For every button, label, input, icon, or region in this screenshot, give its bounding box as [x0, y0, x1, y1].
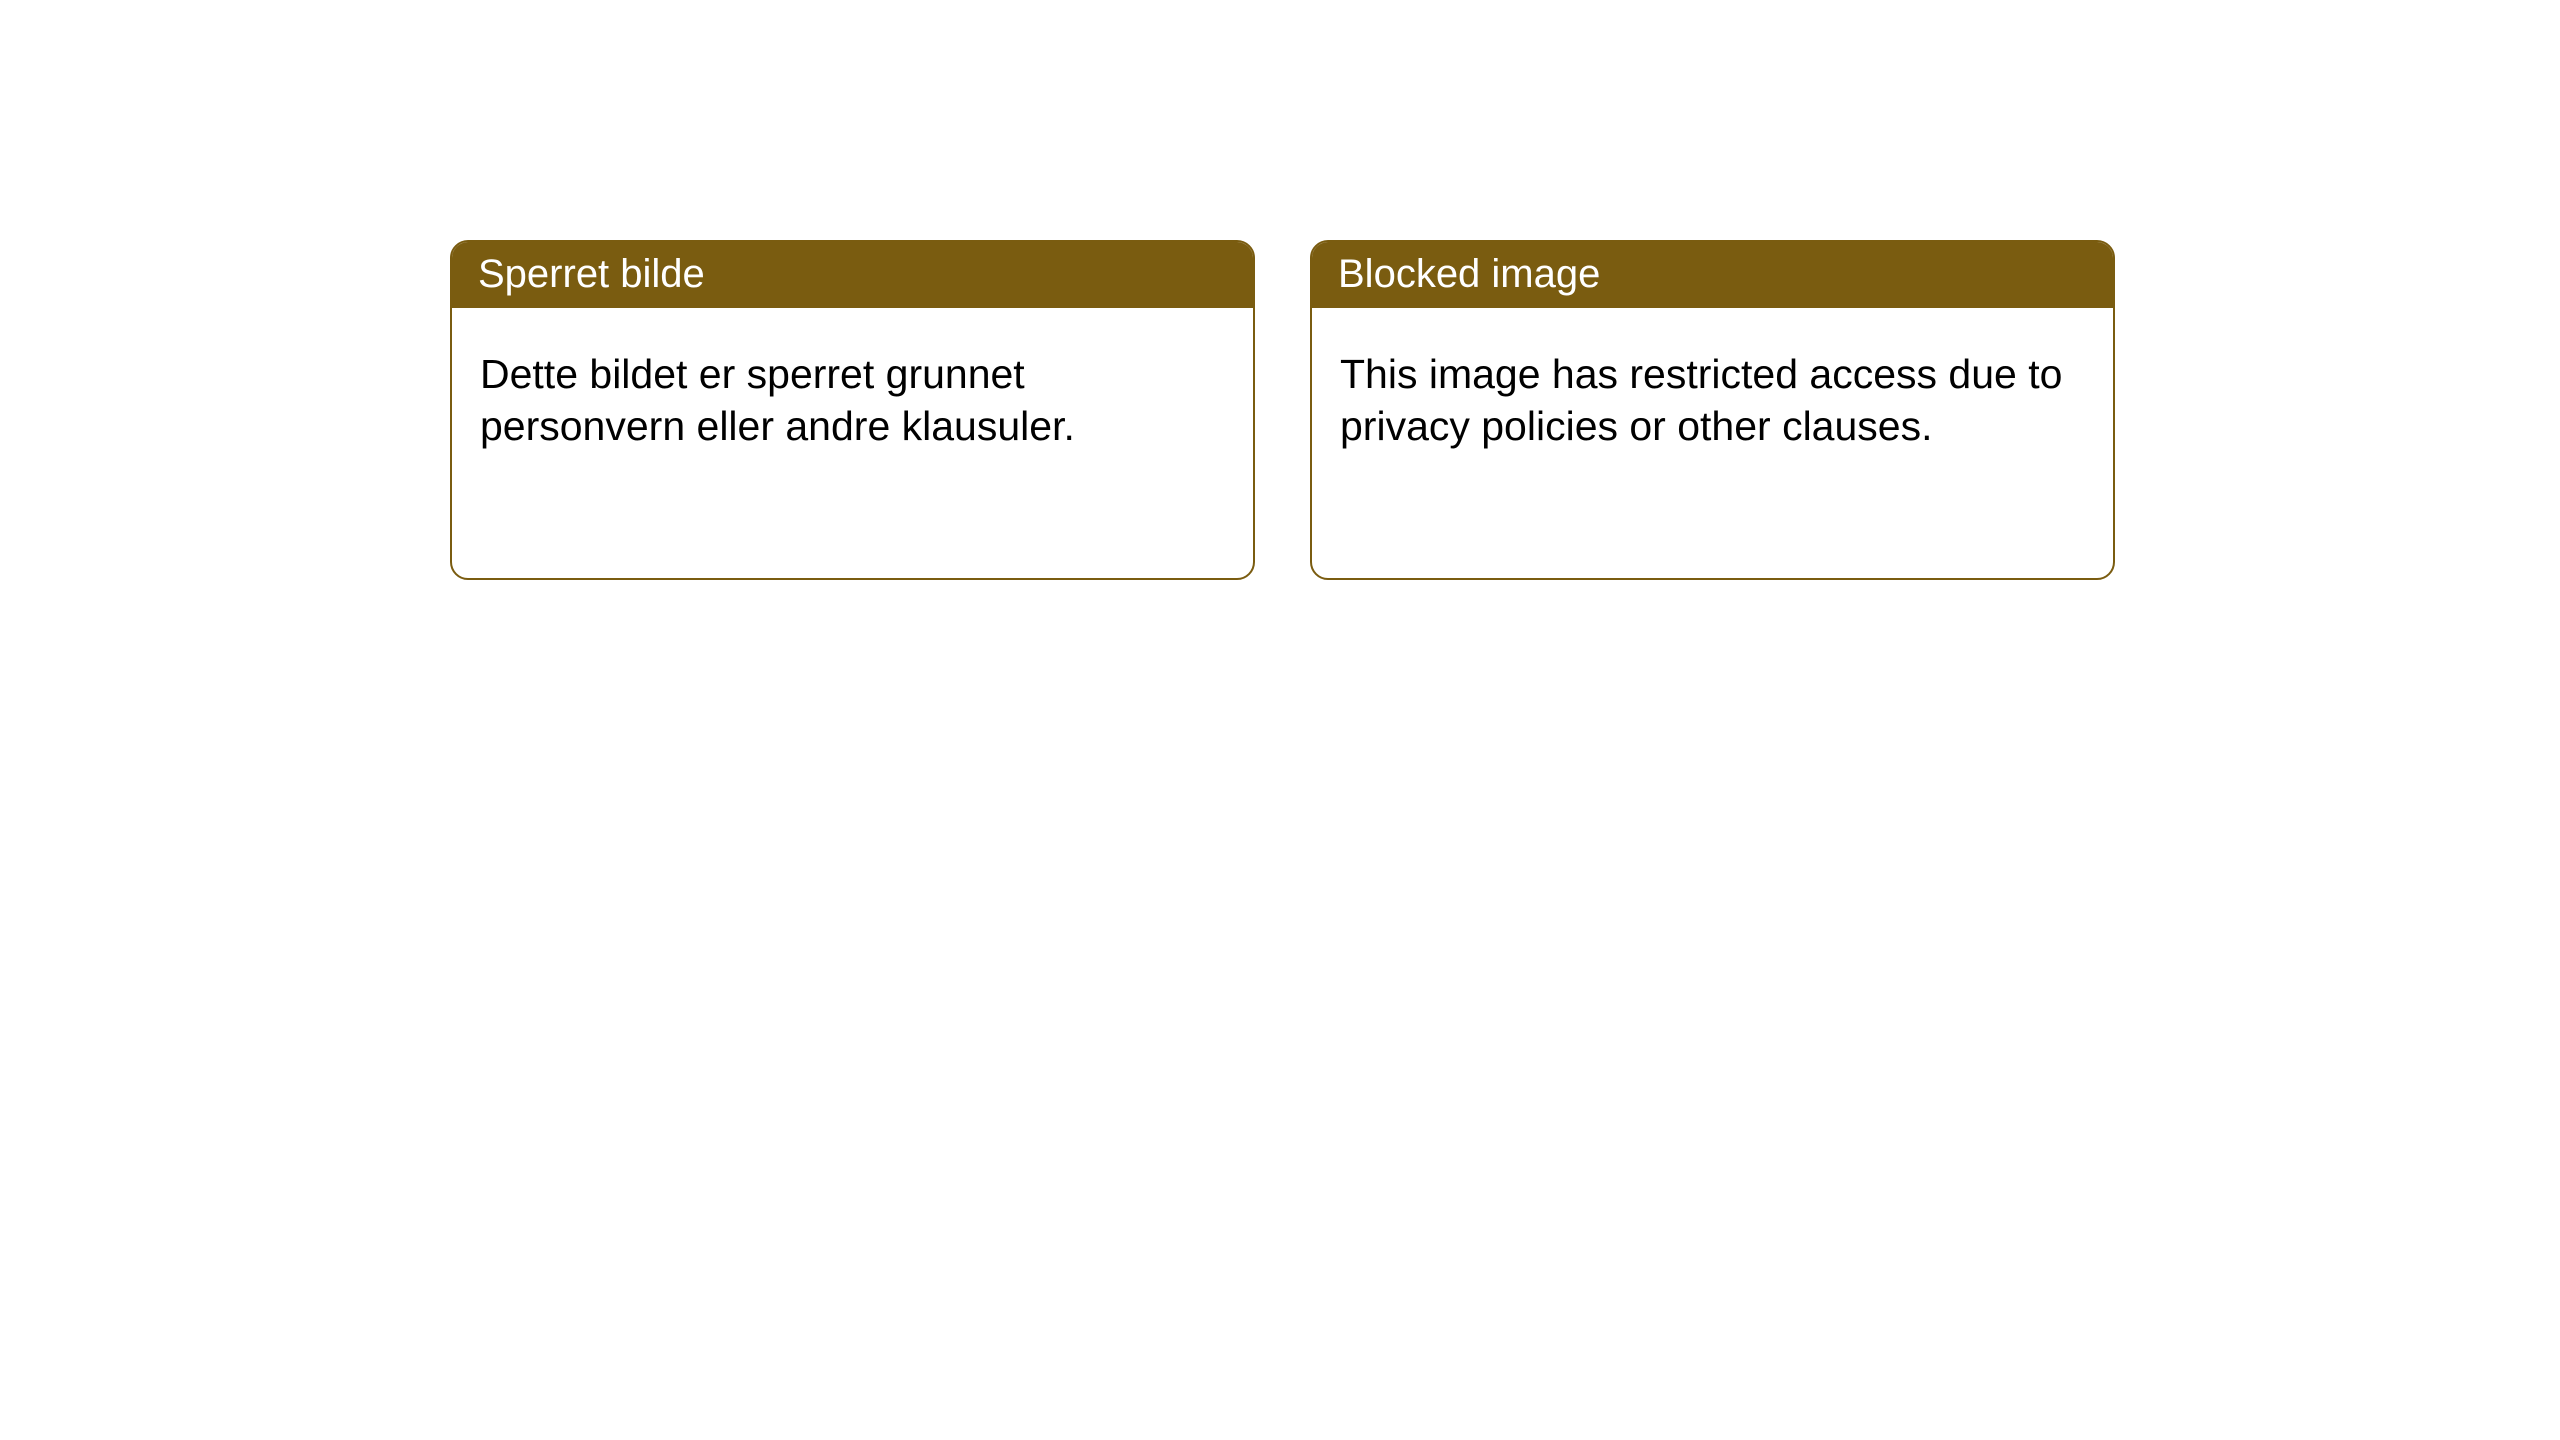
- notice-card-norwegian: Sperret bilde Dette bildet er sperret gr…: [450, 240, 1255, 580]
- notice-container: Sperret bilde Dette bildet er sperret gr…: [0, 0, 2560, 580]
- notice-body-norwegian: Dette bildet er sperret grunnet personve…: [452, 308, 1253, 493]
- notice-header-english: Blocked image: [1312, 242, 2113, 308]
- notice-card-english: Blocked image This image has restricted …: [1310, 240, 2115, 580]
- notice-body-english: This image has restricted access due to …: [1312, 308, 2113, 493]
- notice-header-norwegian: Sperret bilde: [452, 242, 1253, 308]
